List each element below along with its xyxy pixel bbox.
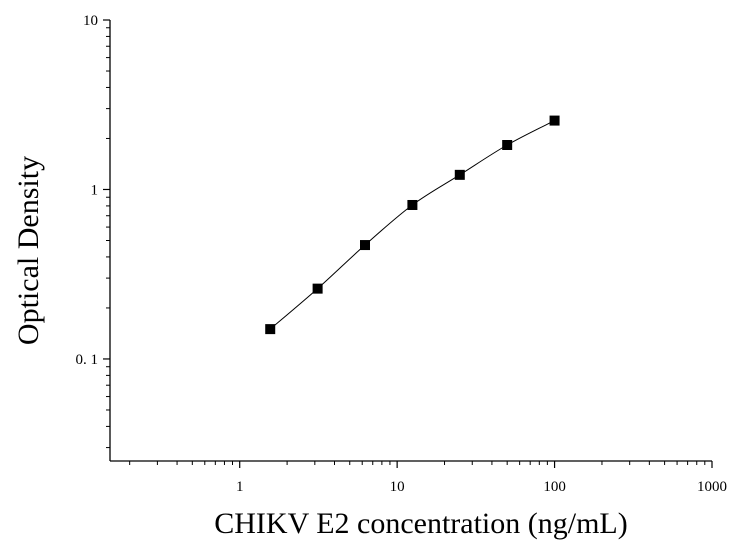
data-point [502, 140, 512, 150]
y-axis-title: Optical Density [12, 156, 45, 345]
fit-curve [270, 121, 554, 330]
data-point [360, 240, 370, 250]
x-tick-label: 100 [543, 479, 566, 495]
data-point [407, 200, 417, 210]
y-tick-label: 10 [83, 13, 98, 29]
data-point [550, 116, 560, 126]
data-point [455, 170, 465, 180]
data-points [265, 116, 559, 335]
x-tick-label: 1 [236, 479, 244, 495]
data-point [313, 284, 323, 294]
fit-curve-group [270, 121, 554, 330]
ticks: 1 10 100 1000 0. 1 1 10 [76, 13, 728, 495]
x-tick-label: 10 [390, 479, 405, 495]
y-tick-label: 1 [91, 182, 99, 198]
y-tick-label: 0. 1 [76, 352, 99, 368]
axes [110, 20, 712, 461]
data-point [265, 324, 275, 334]
x-axis-title: CHIKV E2 concentration (ng/mL) [214, 507, 628, 540]
x-tick-label: 1000 [697, 479, 727, 495]
